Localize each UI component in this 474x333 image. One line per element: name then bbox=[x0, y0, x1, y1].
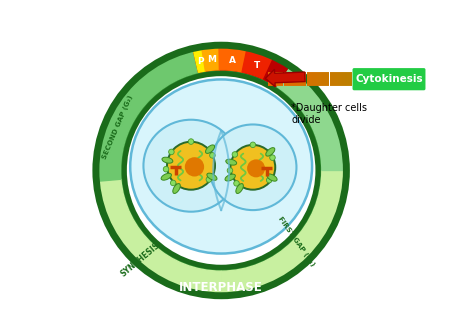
Circle shape bbox=[247, 160, 265, 177]
Wedge shape bbox=[276, 68, 343, 170]
Circle shape bbox=[232, 152, 237, 157]
Circle shape bbox=[188, 139, 194, 144]
Ellipse shape bbox=[162, 157, 173, 163]
Circle shape bbox=[163, 166, 169, 172]
Circle shape bbox=[250, 142, 255, 148]
Circle shape bbox=[270, 155, 275, 161]
Ellipse shape bbox=[161, 173, 172, 180]
Circle shape bbox=[168, 143, 214, 189]
FancyArrow shape bbox=[265, 69, 305, 87]
Ellipse shape bbox=[173, 183, 180, 193]
Circle shape bbox=[96, 45, 346, 296]
Circle shape bbox=[206, 177, 211, 182]
Circle shape bbox=[227, 168, 233, 173]
Ellipse shape bbox=[206, 145, 215, 154]
Wedge shape bbox=[99, 52, 199, 181]
Text: A: A bbox=[229, 56, 236, 65]
Ellipse shape bbox=[226, 159, 237, 165]
Wedge shape bbox=[264, 60, 288, 86]
Ellipse shape bbox=[144, 120, 238, 212]
Circle shape bbox=[166, 141, 216, 191]
Circle shape bbox=[231, 146, 274, 189]
Circle shape bbox=[185, 157, 204, 176]
FancyBboxPatch shape bbox=[353, 68, 426, 90]
Text: *Daughter cells
divide: *Daughter cells divide bbox=[292, 103, 367, 125]
Circle shape bbox=[234, 180, 239, 186]
Circle shape bbox=[266, 177, 272, 183]
Circle shape bbox=[170, 180, 176, 186]
Wedge shape bbox=[219, 48, 246, 72]
Text: SYNTHESIS: SYNTHESIS bbox=[119, 240, 162, 278]
Wedge shape bbox=[242, 51, 273, 79]
Circle shape bbox=[169, 149, 174, 155]
Ellipse shape bbox=[207, 173, 217, 180]
Wedge shape bbox=[194, 50, 205, 72]
Text: P: P bbox=[197, 57, 203, 66]
Ellipse shape bbox=[236, 183, 243, 193]
Circle shape bbox=[229, 144, 276, 191]
Wedge shape bbox=[194, 48, 288, 86]
Text: M: M bbox=[207, 55, 216, 64]
Circle shape bbox=[125, 75, 317, 266]
Ellipse shape bbox=[225, 174, 236, 181]
Text: FIRST GAP (G₁): FIRST GAP (G₁) bbox=[277, 216, 316, 268]
Text: INTERPHASE: INTERPHASE bbox=[179, 281, 263, 294]
Ellipse shape bbox=[266, 148, 275, 156]
Wedge shape bbox=[221, 170, 343, 293]
Circle shape bbox=[210, 153, 215, 158]
Text: Cytokinesis: Cytokinesis bbox=[355, 74, 423, 84]
Wedge shape bbox=[202, 48, 219, 71]
Text: T: T bbox=[254, 61, 260, 70]
Ellipse shape bbox=[267, 174, 277, 181]
Wedge shape bbox=[100, 179, 221, 293]
Text: SECOND GAP (G₂): SECOND GAP (G₂) bbox=[102, 94, 134, 160]
Ellipse shape bbox=[130, 80, 312, 253]
Text: MITOTIC PHASE: MITOTIC PHASE bbox=[306, 35, 350, 97]
Ellipse shape bbox=[209, 125, 296, 210]
